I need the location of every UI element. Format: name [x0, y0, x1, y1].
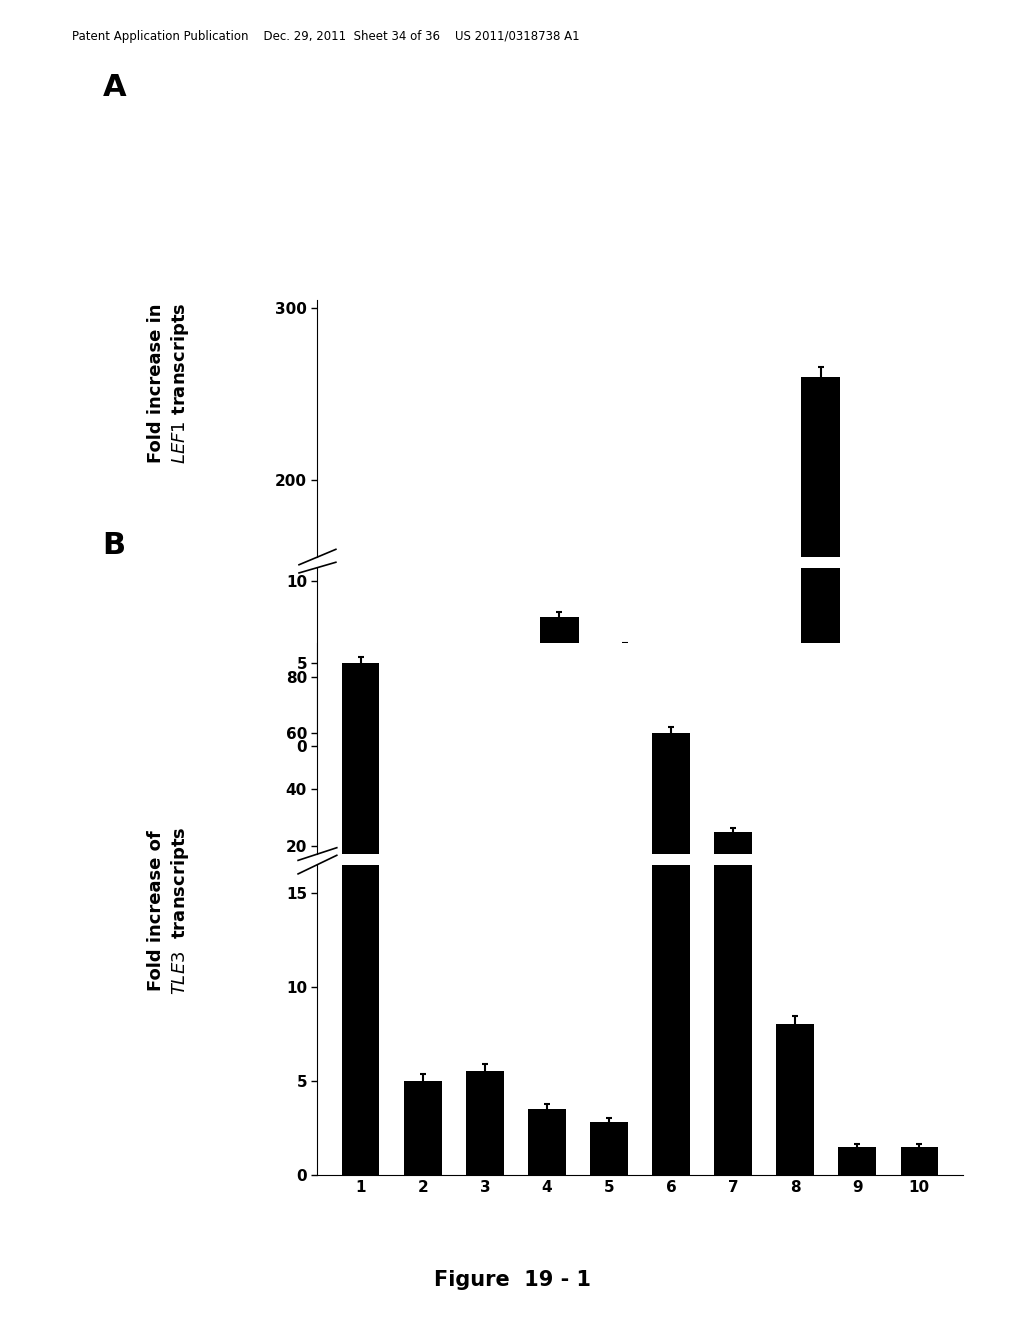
Bar — [344, 821, 383, 824]
Bar — [528, 892, 565, 902]
Text: B: B — [102, 531, 126, 560]
Bar — [839, 1147, 876, 1175]
Bar — [715, 832, 752, 902]
Bar — [671, 713, 710, 746]
Bar — [736, 821, 775, 824]
Bar — [466, 1072, 504, 1175]
Bar — [839, 898, 876, 902]
Bar — [736, 726, 775, 746]
Bar — [342, 663, 380, 902]
Bar — [591, 894, 628, 902]
Bar — [540, 809, 579, 824]
Text: A: A — [102, 73, 126, 102]
Bar — [404, 888, 441, 902]
Bar — [409, 659, 449, 746]
Bar — [605, 813, 644, 824]
Bar — [409, 814, 449, 824]
Bar — [866, 821, 905, 824]
Bar — [605, 648, 644, 746]
Bar — [591, 1122, 628, 1175]
Bar — [344, 725, 383, 746]
Bar — [776, 1024, 814, 1175]
Bar — [404, 1081, 441, 1175]
Bar — [801, 0, 841, 746]
Bar — [715, 705, 752, 1175]
Text: Figure  19 - 1: Figure 19 - 1 — [433, 1270, 591, 1291]
Text: Patent Application Publication    Dec. 29, 2011  Sheet 34 of 36    US 2011/03187: Patent Application Publication Dec. 29, … — [72, 30, 580, 44]
Bar — [776, 879, 814, 902]
Bar — [474, 685, 513, 746]
Text: Fold increase in
$\mathit{LEF1}$ transcripts: Fold increase in $\mathit{LEF1}$ transcr… — [147, 302, 190, 463]
Bar — [866, 725, 905, 746]
Bar — [900, 1147, 938, 1175]
Text: Fold increase of
$\mathit{TLE3}$  transcripts: Fold increase of $\mathit{TLE3}$ transcr… — [147, 826, 190, 995]
Bar — [474, 817, 513, 824]
Bar — [466, 887, 504, 902]
Bar — [528, 1109, 565, 1175]
Bar — [801, 378, 841, 824]
Bar — [342, 0, 380, 1175]
Bar — [671, 820, 710, 824]
Bar — [652, 733, 689, 902]
Bar — [540, 616, 579, 746]
Bar — [652, 46, 689, 1175]
Bar — [900, 898, 938, 902]
